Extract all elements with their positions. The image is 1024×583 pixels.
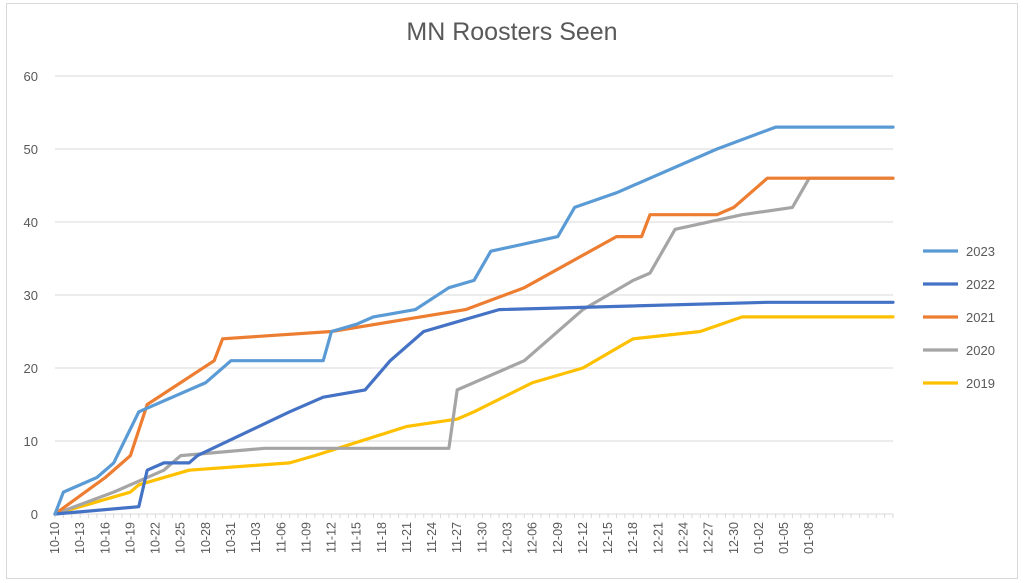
x-tick-label: 11-21 [400, 522, 414, 553]
x-tick-label: 10-13 [73, 522, 87, 554]
x-tick-label: 10-10 [48, 522, 62, 554]
x-tick-labels: 10-10 10-13 10-16 10-19 10-22 10-25 10-28 10-31… [48, 522, 816, 554]
series-lines [53, 125, 895, 516]
x-tick-label: 12-30 [727, 522, 741, 554]
legend: 2023 2022 2021 2020 2019 [923, 244, 995, 391]
x-tick-label: 10-31 [224, 522, 238, 554]
x-tick-label: 12-15 [601, 522, 615, 554]
series-line-2020 [53, 176, 895, 516]
series-line-2019 [53, 315, 895, 516]
x-tick-label: 12-09 [551, 522, 565, 554]
x-tick-label: 01-05 [777, 522, 791, 554]
x-tick-label: 11-09 [299, 522, 313, 553]
x-tick-label: 01-02 [752, 522, 766, 554]
x-tick-label: 01-08 [802, 522, 816, 554]
x-tick-label: 12-24 [677, 522, 691, 554]
x-tick-label: 12-27 [702, 522, 716, 554]
chart-title: MN Roosters Seen [406, 18, 618, 46]
x-tick-label: 12-18 [626, 522, 640, 554]
y-tick-label: 0 [31, 507, 38, 522]
x-tick-label: 10-25 [174, 522, 188, 554]
x-tick-label: 11-12 [325, 522, 339, 553]
legend-label-2022: 2022 [966, 277, 995, 292]
x-tick-label: 10-19 [123, 522, 137, 554]
x-tick-label: 10-16 [98, 522, 112, 554]
y-tick-label: 20 [24, 361, 38, 376]
x-tick-label: 11-18 [375, 522, 389, 553]
x-tick-label: 11-15 [350, 522, 364, 553]
x-tick-label: 12-12 [576, 522, 590, 554]
x-tick-label: 11-06 [274, 522, 288, 553]
series-line-2023 [53, 125, 895, 516]
x-tick-label: 10-22 [149, 522, 163, 554]
x-tick-label: 12-06 [526, 522, 540, 554]
x-tick-label: 11-03 [249, 522, 263, 553]
x-tick-label: 11-30 [475, 522, 489, 553]
series-line-2022 [53, 300, 895, 516]
y-tick-label: 40 [24, 215, 38, 230]
y-tick-label: 50 [24, 142, 38, 157]
x-tick-label: 12-21 [651, 522, 665, 554]
legend-label-2023: 2023 [966, 244, 995, 259]
series-line-2021 [53, 176, 895, 516]
legend-label-2019: 2019 [966, 376, 995, 391]
y-tick-labels: 0 10 20 30 40 50 60 [24, 69, 38, 522]
x-tick-label: 12-03 [501, 522, 515, 554]
legend-label-2020: 2020 [966, 343, 995, 358]
y-tick-label: 30 [24, 288, 38, 303]
gridlines [54, 75, 894, 518]
legend-label-2021: 2021 [966, 310, 995, 325]
y-tick-label: 60 [24, 69, 38, 84]
x-tick-label: 11-27 [450, 522, 464, 553]
y-tick-label: 10 [24, 434, 38, 449]
x-tick-label: 11-24 [425, 522, 439, 553]
x-tick-label: 10-28 [199, 522, 213, 554]
